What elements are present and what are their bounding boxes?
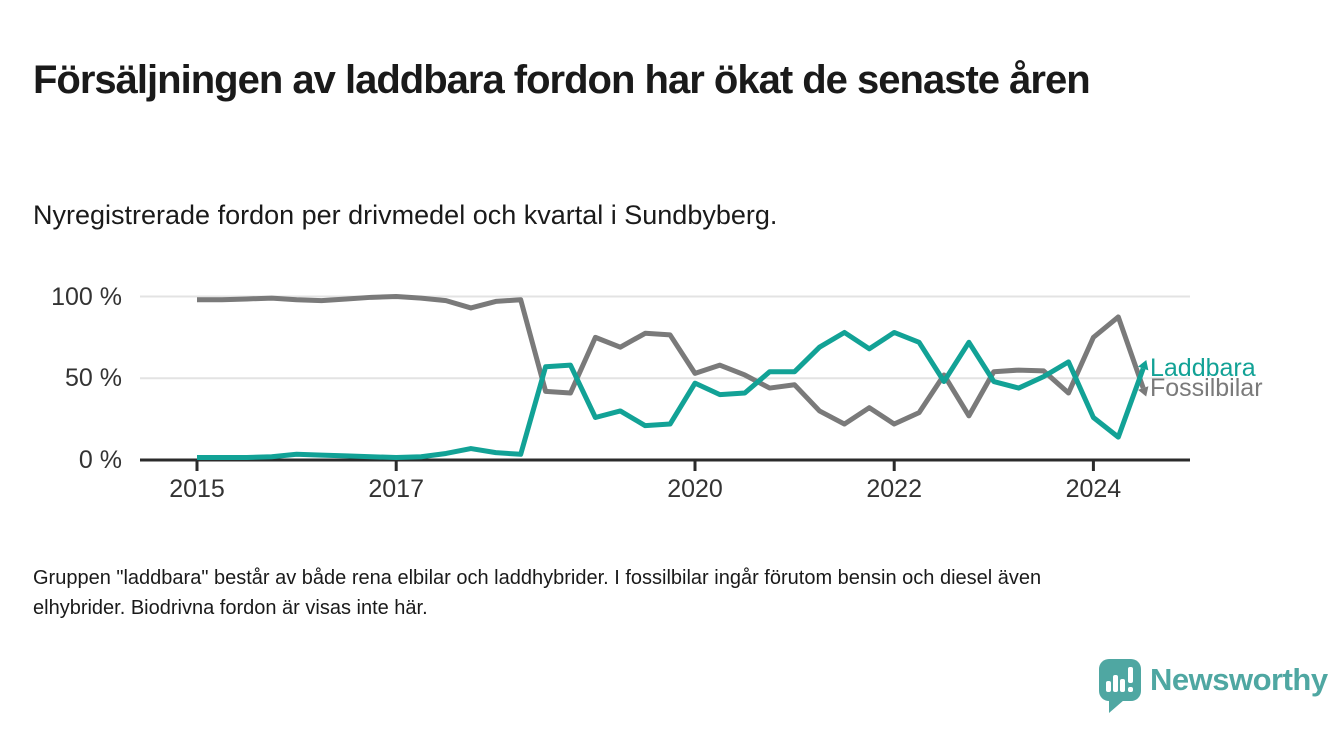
series-label-laddbara: Laddbara	[1150, 354, 1256, 383]
x-axis-label: 2024	[1065, 475, 1122, 503]
logo-exclamation-dot	[1128, 687, 1133, 692]
x-axis-label: 2015	[169, 475, 225, 503]
y-axis-label: 0 %	[78, 446, 122, 474]
line-chart	[140, 294, 1190, 471]
logo-exclamation-bar	[1128, 667, 1133, 683]
x-axis-label: 2020	[667, 475, 723, 503]
y-axis-label: 50 %	[65, 364, 122, 393]
series-line-laddbara	[197, 329, 1146, 461]
logo-bubble	[1099, 659, 1141, 701]
series-line-fossilbilar	[197, 294, 1146, 427]
series-end-arrow-fossilbilar	[1138, 386, 1149, 397]
logo-bar-2	[1113, 675, 1118, 692]
y-axis-label: 100 %	[51, 282, 122, 311]
chart-subtitle: Nyregistrerade fordon per drivmedel och …	[33, 200, 778, 230]
footnote-line-1: Gruppen "laddbara" består av både rena e…	[33, 567, 1042, 589]
footnote-line-2: elhybrider. Biodrivna fordon är visas in…	[33, 597, 428, 619]
brand-name: Newsworthy	[1150, 662, 1328, 697]
x-axis-label: 2017	[368, 475, 424, 503]
logo-bar-1	[1106, 681, 1111, 692]
x-axis-label: 2022	[866, 475, 922, 503]
series-label-fossilbilar: Fossilbilar	[1150, 374, 1263, 403]
page-title: Försäljningen av laddbara fordon har öka…	[33, 57, 1091, 102]
logo-bar-3	[1120, 679, 1125, 692]
newsworthy-chart-bubble-icon	[1099, 659, 1141, 713]
newsworthy-logo: Newsworthy	[1098, 658, 1340, 718]
logo-bubble-tail	[1109, 700, 1124, 713]
series-end-arrow-laddbara	[1138, 359, 1149, 371]
